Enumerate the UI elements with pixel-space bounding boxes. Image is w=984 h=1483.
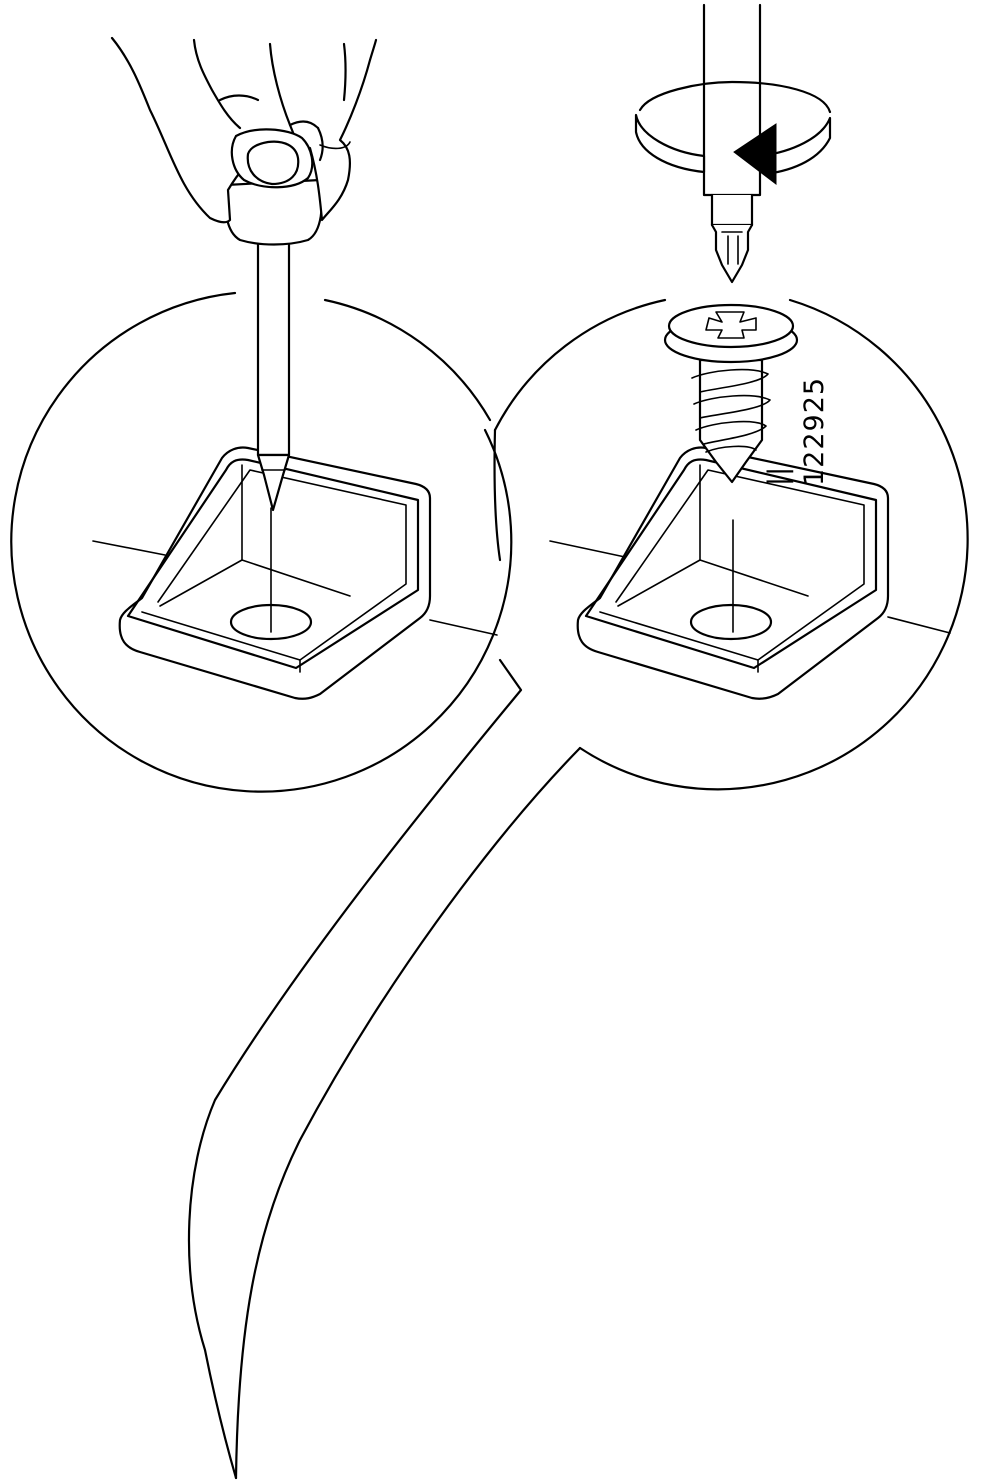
hand-with-awl xyxy=(110,36,378,512)
bracket-right xyxy=(576,446,890,700)
part-label: || 122925 xyxy=(763,377,830,486)
screw xyxy=(663,303,799,484)
detail-circle-left xyxy=(10,291,513,793)
bracket-left xyxy=(118,446,432,700)
quantity-mark: || xyxy=(763,466,794,486)
furniture-leg-outline xyxy=(187,658,582,1480)
rotation-arrow-icon xyxy=(634,80,832,186)
screwdriver xyxy=(702,3,762,284)
article-number: 122925 xyxy=(799,377,830,486)
detail-circle-right xyxy=(493,298,969,791)
